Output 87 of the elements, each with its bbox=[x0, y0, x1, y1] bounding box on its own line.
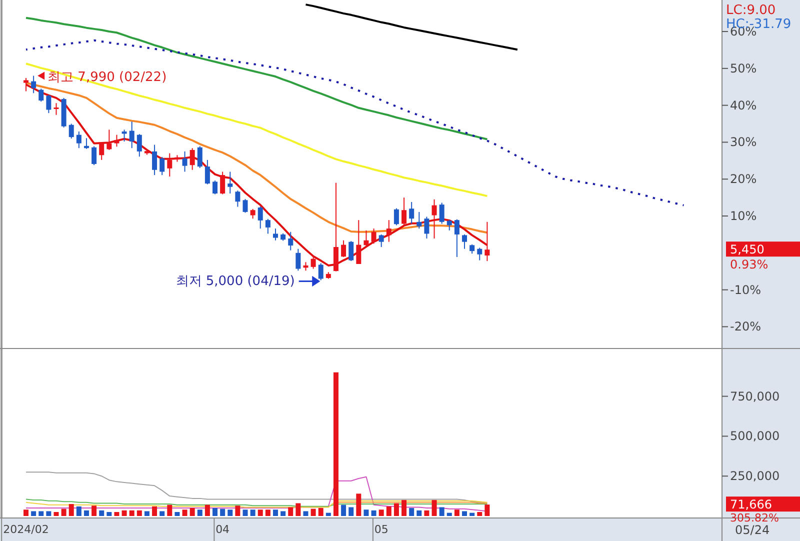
y-tick-label: 500,000 bbox=[730, 429, 780, 444]
line-series bbox=[25, 39, 685, 206]
y-tick-label: 20% bbox=[730, 172, 757, 186]
line-series bbox=[25, 16, 488, 140]
bar bbox=[190, 508, 195, 516]
bar bbox=[341, 504, 346, 516]
y-tick-label: 40% bbox=[730, 98, 757, 112]
bar bbox=[439, 507, 444, 516]
bar bbox=[235, 506, 240, 516]
bar bbox=[272, 510, 278, 516]
bar bbox=[280, 511, 286, 516]
text: 305.82% bbox=[730, 512, 779, 525]
bar bbox=[212, 508, 218, 516]
annotation: 최고 7,990 (02/22) bbox=[48, 70, 167, 85]
bar bbox=[228, 510, 233, 516]
bar bbox=[136, 510, 142, 516]
bar bbox=[242, 510, 248, 516]
line-series bbox=[25, 62, 488, 198]
bar bbox=[68, 504, 74, 516]
bar bbox=[258, 510, 263, 516]
bar bbox=[310, 508, 316, 516]
bar bbox=[220, 508, 226, 516]
bar bbox=[477, 512, 482, 516]
bar bbox=[61, 508, 66, 516]
bar bbox=[454, 510, 460, 516]
bar bbox=[333, 372, 338, 516]
bar bbox=[250, 510, 256, 516]
bar bbox=[364, 510, 369, 516]
y-tick-label: -10% bbox=[730, 282, 762, 297]
x-tick-label: 2024/02 bbox=[3, 523, 49, 536]
bar bbox=[416, 510, 422, 516]
annotation: 최저 5,000 (04/19) bbox=[176, 274, 295, 290]
bar bbox=[174, 512, 180, 516]
bar bbox=[402, 500, 407, 516]
bar bbox=[54, 512, 59, 516]
x-tick-label: 05 bbox=[374, 523, 388, 536]
y-tick-label: -20% bbox=[730, 320, 762, 334]
bar bbox=[24, 510, 28, 516]
bar bbox=[167, 504, 172, 516]
y-tick-label: 250,000 bbox=[730, 469, 780, 484]
bar bbox=[288, 507, 294, 516]
bar bbox=[99, 510, 104, 516]
y-tick-label: 30% bbox=[730, 135, 757, 150]
bar bbox=[182, 510, 188, 516]
bar bbox=[371, 510, 376, 516]
bar bbox=[303, 511, 308, 516]
text: 71,666 bbox=[730, 498, 772, 512]
bar bbox=[122, 510, 127, 516]
bar bbox=[446, 512, 452, 516]
text: 0.93% bbox=[730, 258, 768, 272]
text: 5,450 bbox=[730, 242, 764, 257]
bar bbox=[129, 510, 134, 516]
line-series bbox=[304, 4, 518, 51]
bar bbox=[424, 510, 430, 516]
bar bbox=[296, 503, 301, 516]
bar bbox=[386, 506, 392, 516]
text: 05/24 bbox=[735, 523, 770, 537]
y-tick-label: 50% bbox=[730, 61, 757, 76]
bar bbox=[92, 506, 97, 516]
bar bbox=[152, 506, 158, 516]
bar bbox=[470, 512, 475, 516]
bar bbox=[31, 511, 36, 516]
bar bbox=[356, 494, 362, 516]
bar bbox=[76, 506, 82, 516]
bar bbox=[114, 512, 120, 516]
bar bbox=[144, 511, 150, 516]
bar bbox=[265, 510, 270, 516]
bar bbox=[106, 512, 112, 516]
bar bbox=[197, 510, 202, 516]
bar bbox=[326, 512, 331, 516]
bar bbox=[84, 510, 89, 516]
bar bbox=[378, 510, 384, 516]
bar bbox=[204, 504, 210, 516]
bar bbox=[348, 507, 354, 516]
bar bbox=[432, 500, 437, 516]
bar bbox=[46, 511, 52, 516]
bar bbox=[409, 508, 414, 516]
bar bbox=[394, 503, 399, 516]
bar bbox=[462, 511, 468, 516]
bar bbox=[38, 511, 44, 516]
x-tick-label: 04 bbox=[216, 523, 230, 536]
y-tick-label: 10% bbox=[730, 209, 757, 224]
bar bbox=[160, 511, 165, 516]
bar bbox=[484, 504, 490, 516]
bar bbox=[318, 508, 324, 516]
text: LC:9.00 bbox=[726, 3, 776, 18]
y-tick-label: 750,000 bbox=[730, 389, 780, 404]
